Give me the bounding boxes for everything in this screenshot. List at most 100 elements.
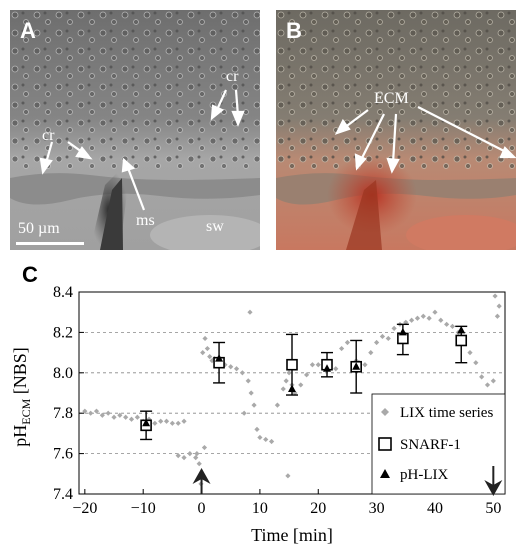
lix-point [82, 408, 88, 414]
label-cr-top: cr [226, 68, 239, 85]
lix-point [158, 418, 164, 424]
x-tick-label: −10 [131, 500, 156, 517]
ph-lix-point [323, 364, 332, 372]
lix-point [432, 309, 438, 315]
lix-point [181, 418, 187, 424]
lix-point [200, 350, 206, 356]
legend-label: LIX time series [400, 405, 493, 421]
lix-point [245, 378, 251, 384]
lix-point [251, 402, 257, 408]
lix-point [207, 354, 213, 360]
ph-lix-point [398, 327, 407, 336]
y-tick-label: 7.6 [53, 446, 73, 463]
lix-point [303, 372, 310, 378]
micrograph-a-image [10, 10, 260, 250]
lix-point [339, 345, 345, 352]
lix-point [239, 370, 245, 376]
scale-bar-label: 50 µm [18, 220, 60, 237]
micrograph-b-arrows [334, 106, 516, 174]
label-sw: sw [206, 218, 224, 235]
lix-point [426, 315, 432, 321]
lix-point [175, 453, 181, 459]
legend-lix-marker [381, 408, 389, 416]
ph-lix-point [215, 354, 224, 362]
lix-point [492, 293, 498, 299]
y-axis-label: pHECM [NBS] [10, 347, 33, 447]
x-tick-label: 40 [427, 500, 443, 517]
lix-point [385, 335, 391, 342]
lix-point [484, 382, 491, 388]
lix-point [181, 455, 187, 461]
micrograph-b-image [276, 10, 516, 250]
lix-point [333, 366, 339, 372]
y-tick-label: 7.8 [53, 405, 73, 422]
x-tick-label: 20 [310, 500, 326, 517]
label-ms: ms [136, 212, 155, 229]
lix-point [344, 339, 351, 346]
panel-letter-b: B [286, 18, 302, 43]
arrow-up-head [192, 468, 211, 484]
legend-ph-lix-marker [380, 469, 390, 478]
lix-point [490, 378, 496, 384]
ph-lix-point [142, 418, 151, 427]
arrow-down-head [484, 480, 503, 496]
micrograph-panel-a: A cr cr ms sw 50 µm [10, 10, 260, 250]
y-axis-label-unit: [NBS] [10, 347, 30, 399]
lix-point [194, 451, 200, 457]
x-tick-label: −20 [72, 500, 97, 517]
y-axis-label-main: pH [10, 425, 30, 447]
lix-point [362, 362, 368, 368]
lix-point [292, 390, 298, 396]
ph-lix-point [288, 384, 296, 392]
lix-point [268, 438, 275, 445]
micrograph-a-arrows [39, 89, 245, 211]
lix-point [204, 345, 210, 352]
lix-point [315, 362, 321, 368]
panel-letter-c: C [22, 262, 38, 287]
legend-box [371, 393, 506, 495]
lix-point [263, 436, 269, 443]
lix-point [479, 374, 485, 380]
y-tick-label: 8.4 [53, 284, 73, 301]
lix-point [257, 434, 263, 441]
panel-letter-a: A [20, 18, 36, 43]
lix-point [202, 335, 208, 342]
y-axis-label-sub: ECM [19, 398, 33, 424]
ph-lix-point [457, 325, 466, 334]
lix-point [247, 309, 253, 315]
plot-frame [78, 291, 506, 495]
lix-point [309, 362, 316, 368]
ph-lix-point [352, 362, 361, 370]
lix-point [123, 414, 129, 420]
lix-point [368, 350, 374, 356]
lix-point [391, 325, 397, 331]
lix-point [169, 420, 175, 426]
chart-series [82, 293, 502, 487]
chart-arrows [192, 466, 503, 496]
ph-time-chart: 7.4 7.6 7.8 8.0 8.2 8.4 −20 −10 0 10 20 30 40 50 LIX … [10, 284, 506, 544]
scale-bar [16, 242, 84, 245]
x-tick-label: 10 [252, 500, 268, 517]
label-cr-left: cr [42, 127, 55, 144]
lix-point [241, 410, 247, 416]
lix-point [467, 350, 473, 356]
lix-point [449, 323, 456, 329]
y-tick-label: 8.2 [53, 324, 73, 341]
y-tick-label: 8.0 [53, 365, 73, 382]
lix-point [105, 410, 111, 416]
lix-point [128, 416, 135, 422]
lix-point [193, 455, 199, 461]
lix-point [201, 444, 208, 451]
lix-point [403, 319, 409, 325]
x-tick-label: 0 [198, 500, 206, 517]
lix-point [134, 414, 140, 420]
lix-point [187, 451, 193, 457]
lix-point [233, 366, 240, 372]
legend-snarf-marker [378, 437, 392, 451]
lix-point [163, 418, 170, 424]
lix-point [274, 402, 281, 408]
lix-point [374, 339, 380, 346]
x-tick-label: 50 [485, 500, 501, 517]
lix-point [175, 420, 181, 426]
snarf-point [455, 334, 468, 347]
